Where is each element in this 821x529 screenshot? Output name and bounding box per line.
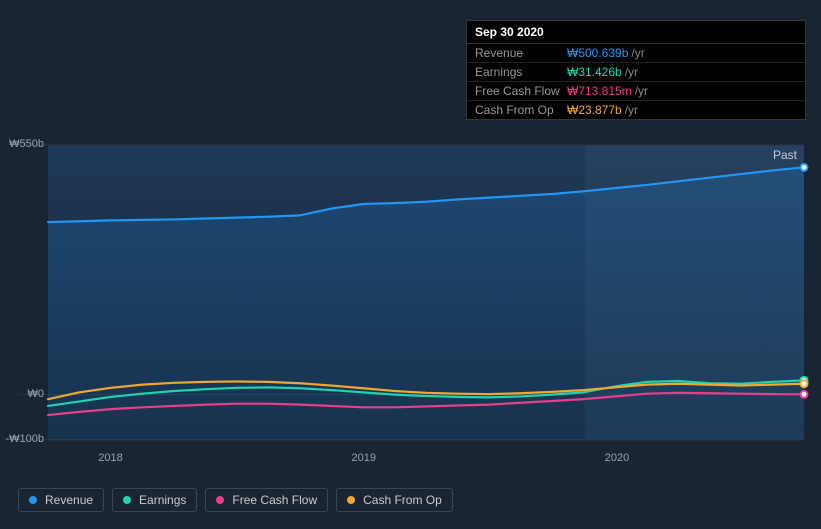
legend-dot-icon [347,496,355,504]
tooltip-row: Cash From Op₩23.877b/yr [467,101,805,119]
tooltip-row: Earnings₩31.426b/yr [467,63,805,82]
tooltip-row-label: Revenue [475,46,567,60]
legend-dot-icon [29,496,37,504]
legend-label: Cash From Op [363,493,442,507]
legend-label: Revenue [45,493,93,507]
tooltip-row-label: Earnings [475,65,567,79]
legend-item-cfo[interactable]: Cash From Op [336,488,453,512]
tooltip-row-suffix: /yr [625,65,638,79]
x-axis-tick: 2019 [352,452,376,464]
tooltip-row-suffix: /yr [635,84,648,98]
tooltip-row-value: ₩23.877b/yr [567,103,638,117]
x-axis-tick: 2020 [605,452,629,464]
chart-legend: Revenue Earnings Free Cash Flow Cash From O… [18,488,453,512]
tooltip-row: Free Cash Flow₩713.815m/yr [467,82,805,101]
legend-item-revenue[interactable]: Revenue [18,488,104,512]
y-axis-tick: ₩550b [4,138,44,150]
financial-chart: ₩550b ₩0 -₩100b 2018 2019 2020 Past Sep 30 2… [0,0,821,524]
legend-dot-icon [123,496,131,504]
tooltip-row-suffix: /yr [631,46,644,60]
y-axis-tick: -₩100b [4,433,44,445]
legend-item-fcf[interactable]: Free Cash Flow [205,488,328,512]
tooltip-row-value: ₩713.815m/yr [567,84,648,98]
x-axis-tick: 2018 [98,452,122,464]
legend-dot-icon [216,496,224,504]
tooltip-row: Revenue₩500.639b/yr [467,44,805,63]
tooltip-row-label: Cash From Op [475,103,567,117]
legend-label: Free Cash Flow [232,493,317,507]
legend-label: Earnings [139,493,186,507]
y-axis-tick: ₩0 [4,388,44,400]
tooltip-row-suffix: /yr [625,103,638,117]
legend-item-earnings[interactable]: Earnings [112,488,197,512]
tooltip-row-value: ₩31.426b/yr [567,65,638,79]
tooltip-date: Sep 30 2020 [467,21,805,44]
tooltip-row-label: Free Cash Flow [475,84,567,98]
tooltip-row-value: ₩500.639b/yr [567,46,645,60]
chart-tooltip: Sep 30 2020 Revenue₩500.639b/yrEarnings₩… [466,20,806,120]
past-indicator: Past [773,148,797,162]
